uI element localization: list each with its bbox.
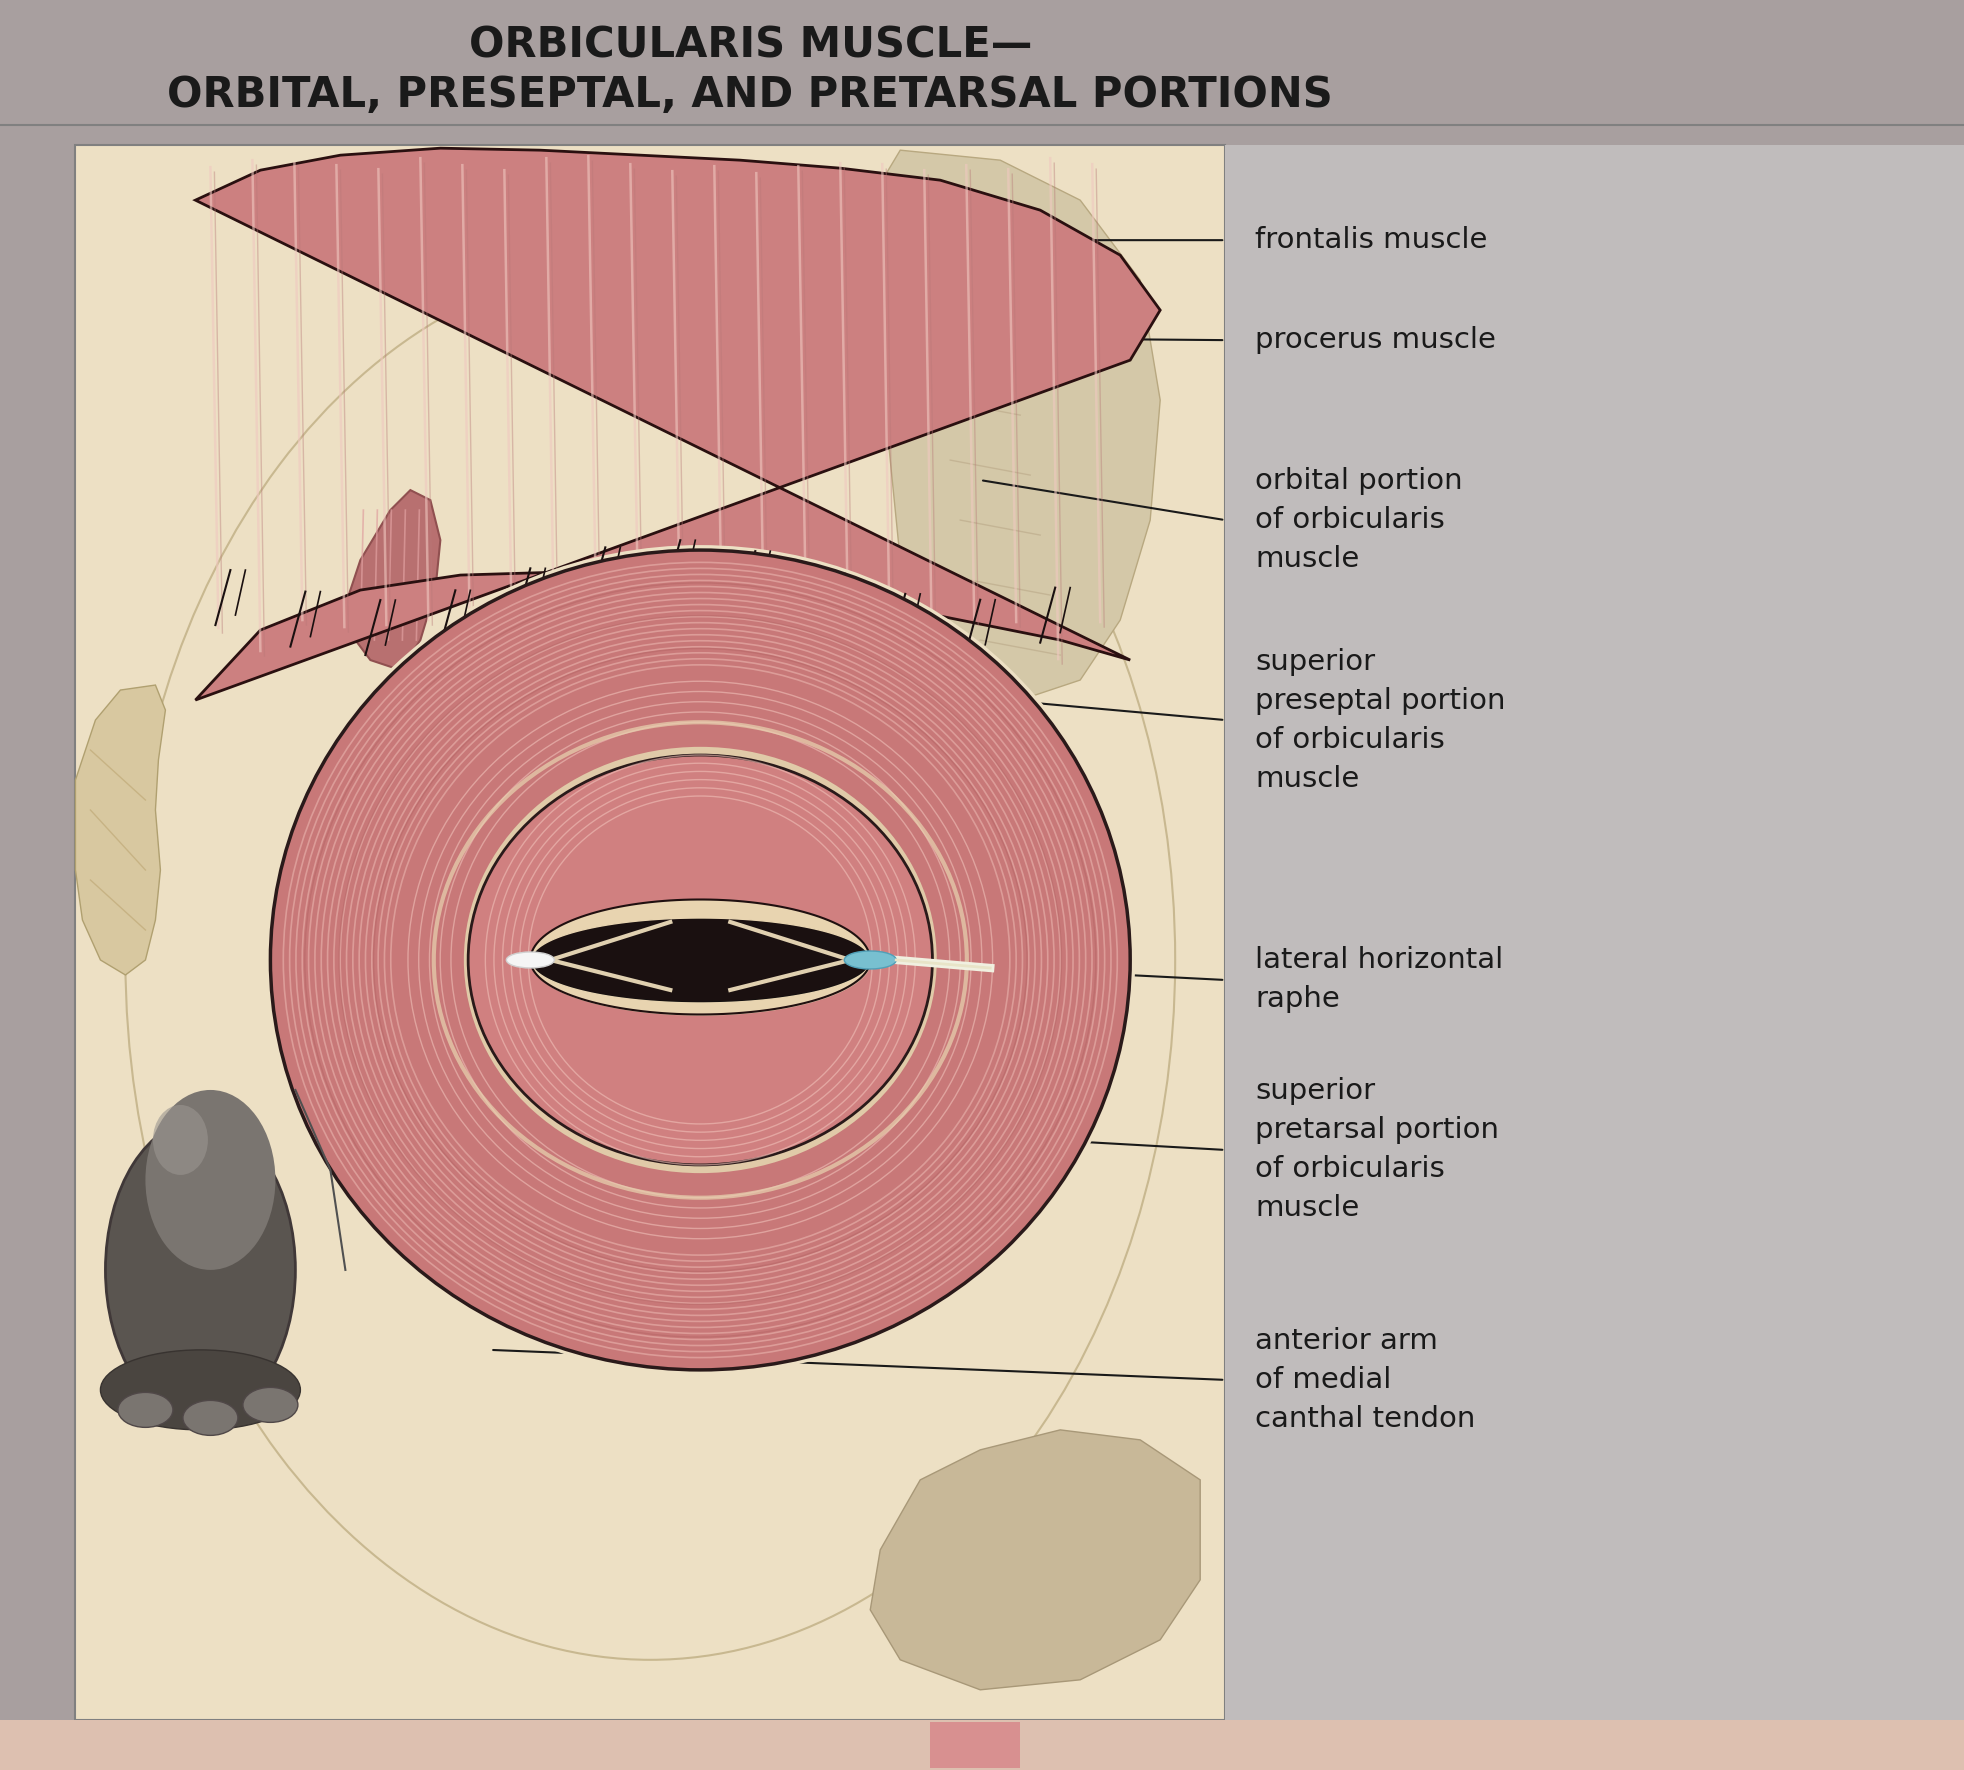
- Text: anterior arm
of medial
canthal tendon: anterior arm of medial canthal tendon: [1255, 1328, 1475, 1434]
- Ellipse shape: [464, 747, 937, 1174]
- Text: frontalis muscle: frontalis muscle: [1255, 227, 1487, 255]
- Ellipse shape: [106, 1120, 295, 1420]
- Ellipse shape: [183, 1400, 238, 1435]
- Ellipse shape: [244, 1388, 299, 1423]
- Polygon shape: [870, 150, 1159, 701]
- Ellipse shape: [118, 1393, 173, 1427]
- Polygon shape: [340, 490, 440, 671]
- Ellipse shape: [507, 952, 554, 968]
- Ellipse shape: [100, 1351, 300, 1430]
- Text: lateral horizontal
raphe: lateral horizontal raphe: [1255, 947, 1502, 1014]
- Ellipse shape: [271, 550, 1129, 1370]
- Text: ORBITAL, PRESEPTAL, AND PRETARSAL PORTIONS: ORBITAL, PRESEPTAL, AND PRETARSAL PORTIO…: [167, 74, 1332, 117]
- Ellipse shape: [153, 1104, 208, 1175]
- Ellipse shape: [467, 756, 933, 1165]
- Text: orbital portion
of orbicularis
muscle: orbital portion of orbicularis muscle: [1255, 467, 1461, 573]
- Text: superior
pretarsal portion
of orbicularis
muscle: superior pretarsal portion of orbiculari…: [1255, 1078, 1499, 1223]
- Polygon shape: [194, 149, 1159, 701]
- FancyBboxPatch shape: [0, 1720, 1964, 1770]
- Ellipse shape: [145, 1090, 275, 1269]
- Text: procerus muscle: procerus muscle: [1255, 326, 1495, 354]
- FancyBboxPatch shape: [75, 145, 1224, 1720]
- Ellipse shape: [126, 260, 1174, 1660]
- Ellipse shape: [845, 950, 896, 968]
- Polygon shape: [870, 1430, 1200, 1690]
- Polygon shape: [75, 685, 165, 975]
- Text: superior
preseptal portion
of orbicularis
muscle: superior preseptal portion of orbiculari…: [1255, 648, 1504, 793]
- FancyBboxPatch shape: [929, 1722, 1019, 1768]
- Ellipse shape: [530, 917, 870, 1002]
- Ellipse shape: [265, 545, 1135, 1375]
- FancyBboxPatch shape: [1224, 145, 1964, 1720]
- Text: ORBICULARIS MUSCLE—: ORBICULARIS MUSCLE—: [467, 25, 1031, 65]
